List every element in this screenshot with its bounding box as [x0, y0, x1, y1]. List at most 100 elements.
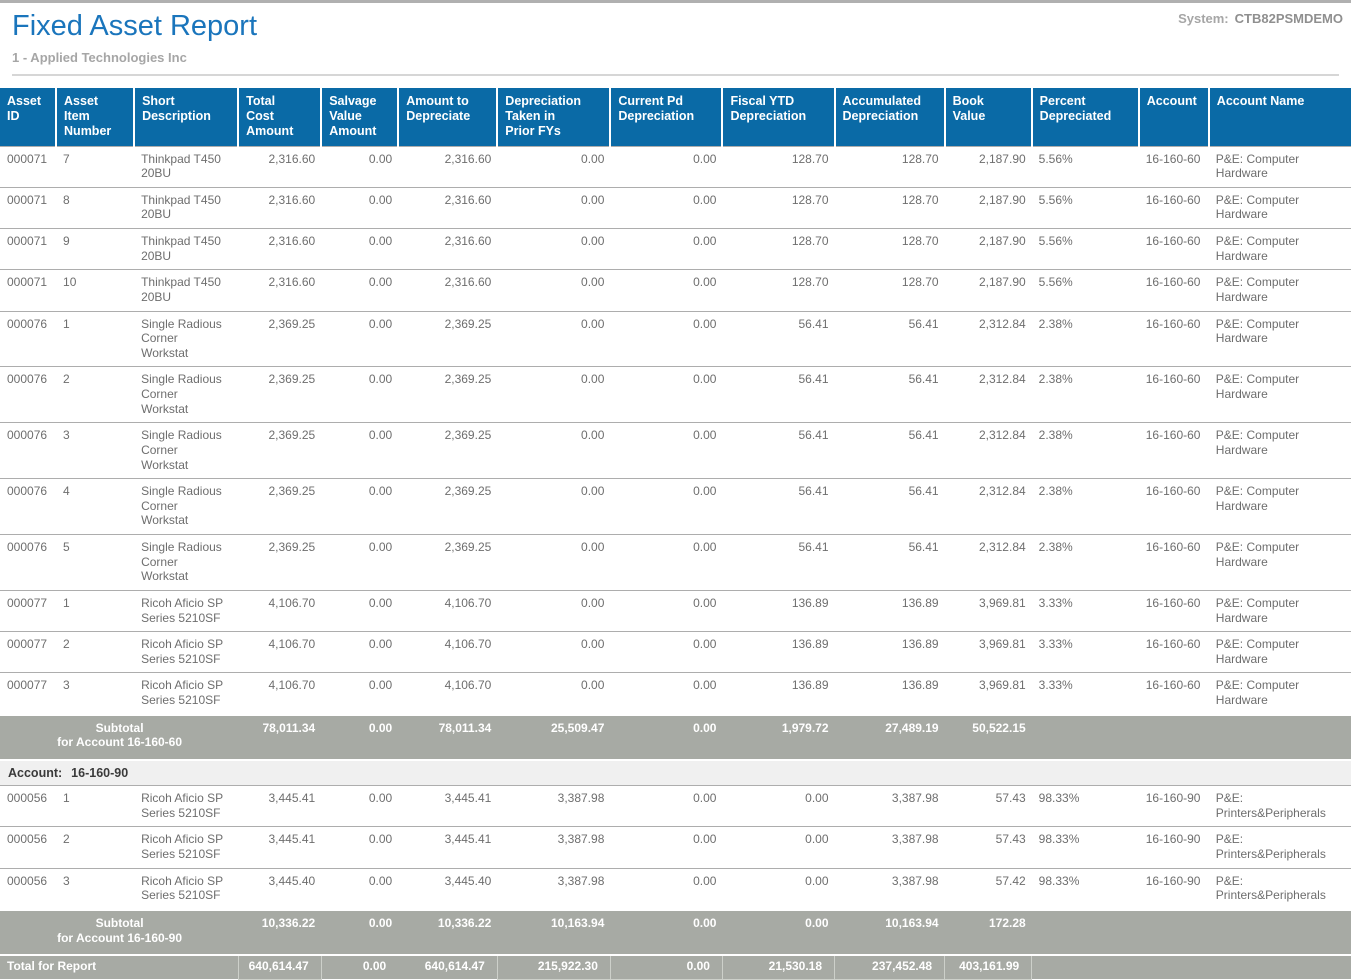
total-label: Total for Report: [7, 959, 97, 974]
subtotal-label: Subtotal for Account 16-160-90: [57, 915, 183, 945]
cell-fiscal_ytd: 0.00: [805, 832, 829, 847]
cell-description: Ricoh Aficio SP Series 5210SF: [141, 873, 224, 903]
cell-prior_fys: 0.00: [581, 234, 605, 249]
subtotal-current_pd: 0.00: [693, 720, 717, 735]
cell-fiscal_ytd: 128.70: [791, 275, 829, 290]
subtotal-amount_depr: 78,011.34: [438, 720, 492, 735]
cell-current_pd: 0.00: [693, 832, 717, 847]
cell-fiscal_ytd: 128.70: [791, 151, 829, 166]
cell-prior_fys: 3,387.98: [557, 791, 605, 806]
header-row: Asset ID Asset Item Number Short Descripti…: [0, 88, 1351, 147]
cell-item_number: 4: [63, 484, 70, 499]
cell-prior_fys: 0.00: [581, 637, 605, 652]
cell-asset_id: 000076: [7, 540, 48, 555]
cell-accumulated: 56.41: [908, 484, 939, 499]
subtotal-prior_fys: 10,163.94: [550, 915, 605, 930]
total-amount_depr: 640,614.47: [424, 959, 485, 974]
cell-asset_id: 000077: [7, 678, 48, 693]
account-section-label: Account:: [8, 765, 63, 780]
cell-salvage: 0.00: [368, 234, 393, 249]
cell-amount_depr: 2,316.60: [444, 234, 492, 249]
cell-amount_depr: 4,106.70: [444, 678, 492, 693]
cell-accumulated: 56.41: [908, 540, 939, 555]
cell-amount_depr: 3,445.41: [444, 791, 492, 806]
subtotal-prior_fys: 25,509.47: [550, 720, 605, 735]
subtotal-total_cost: 78,011.34: [262, 720, 316, 735]
total-current_pd: 0.00: [609, 954, 723, 980]
cell-amount_depr: 4,106.70: [444, 637, 492, 652]
subtotal-accumulated: 10,163.94: [885, 915, 939, 930]
cell-amount_depr: 2,316.60: [444, 192, 492, 207]
cell-salvage: 0.00: [368, 791, 393, 806]
cell-asset_id: 000076: [7, 484, 48, 499]
cell-asset_id: 000071: [7, 275, 48, 290]
cell-accumulated: 3,387.98: [891, 832, 939, 847]
subtotal-percent: [1032, 715, 1139, 760]
cell-percent: 2.38%: [1038, 484, 1073, 499]
account-section-cell: Account: 16-160-90: [0, 759, 1351, 786]
cell-description: Single Radious Corner Workstat: [141, 484, 222, 528]
cell-item_number: 3: [63, 678, 70, 693]
cell-prior_fys: 3,387.98: [557, 832, 605, 847]
cell-accumulated: 136.89: [901, 595, 939, 610]
cell-total_cost: 2,369.25: [268, 484, 316, 499]
cell-account: 16-160-60: [1145, 540, 1201, 555]
cell-book_value: 2,312.84: [978, 540, 1026, 555]
cell-item_number: 7: [63, 151, 70, 166]
table-row: 000056 3 Ricoh Aficio SP Series 5210SF 3,44…: [0, 868, 1351, 910]
cell-book_value: 2,187.90: [978, 275, 1026, 290]
cell-current_pd: 0.00: [693, 316, 717, 331]
subtotal-account_name: [1209, 910, 1351, 955]
cell-description: Ricoh Aficio SP Series 5210SF: [141, 678, 224, 708]
subtotal-row: Subtotal for Account 16-160-60 78,011.34 0…: [0, 714, 1351, 760]
total-row: Total for Report 640,614.47 0.00 640,614.47…: [0, 954, 1351, 980]
subtotal-amount_depr: 10,336.22: [437, 915, 492, 930]
cell-book_value: 57.42: [995, 873, 1026, 888]
cell-accumulated: 56.41: [908, 428, 939, 443]
cell-amount_depr: 2,369.25: [444, 428, 492, 443]
cell-account_name: P&E: Printers&Peripherals: [1215, 873, 1326, 903]
cell-prior_fys: 0.00: [581, 484, 605, 499]
cell-account: 16-160-60: [1145, 595, 1201, 610]
column-header-book_value: Book Value: [944, 88, 1033, 147]
cell-percent: 2.38%: [1038, 428, 1073, 443]
cell-asset_id: 000071: [7, 151, 48, 166]
cell-description: Ricoh Aficio SP Series 5210SF: [141, 595, 224, 625]
cell-percent: 98.33%: [1038, 873, 1080, 888]
cell-accumulated: 128.70: [901, 151, 939, 166]
cell-description: Single Radious Corner Workstat: [141, 372, 222, 416]
cell-asset_id: 000056: [7, 832, 48, 847]
cell-account_name: P&E: Computer Hardware: [1215, 372, 1300, 402]
cell-item_number: 3: [63, 873, 70, 888]
cell-asset_id: 000056: [7, 791, 48, 806]
page-title: Fixed Asset Report: [12, 10, 257, 42]
header-divider: [12, 74, 1339, 77]
subtotal-current_pd: 0.00: [693, 915, 717, 930]
cell-account: 16-160-60: [1145, 428, 1201, 443]
subtotal-salvage: 0.00: [368, 720, 393, 735]
cell-item_number: 9: [63, 234, 70, 249]
cell-fiscal_ytd: 136.89: [791, 595, 829, 610]
cell-fiscal_ytd: 128.70: [791, 234, 829, 249]
cell-item_number: 1: [63, 791, 70, 806]
column-header-current_pd: Current Pd Depreciation: [610, 88, 724, 147]
table-row: 000077 3 Ricoh Aficio SP Series 5210SF 4,10…: [0, 672, 1351, 715]
cell-salvage: 0.00: [368, 428, 393, 443]
table-row: 000076 1 Single Radious Corner Workstat 2,3…: [0, 311, 1351, 367]
subtotal-book_value: 172.28: [988, 915, 1026, 930]
cell-current_pd: 0.00: [693, 484, 717, 499]
cell-fiscal_ytd: 0.00: [805, 873, 829, 888]
cell-fiscal_ytd: 56.41: [798, 316, 829, 331]
account-section-value: 16-160-90: [71, 765, 129, 780]
cell-book_value: 2,312.84: [978, 316, 1026, 331]
cell-book_value: 2,187.90: [978, 234, 1026, 249]
cell-book_value: 2,187.90: [978, 192, 1026, 207]
cell-current_pd: 0.00: [693, 234, 717, 249]
table-row: 000056 1 Ricoh Aficio SP Series 5210SF 3,44…: [0, 785, 1351, 827]
cell-salvage: 0.00: [368, 316, 393, 331]
cell-amount_depr: 2,369.25: [444, 540, 492, 555]
company-subtitle: 1 - Applied Technologies Inc: [12, 50, 187, 66]
cell-fiscal_ytd: 128.70: [791, 192, 829, 207]
cell-accumulated: 56.41: [908, 316, 939, 331]
cell-item_number: 5: [63, 540, 70, 555]
